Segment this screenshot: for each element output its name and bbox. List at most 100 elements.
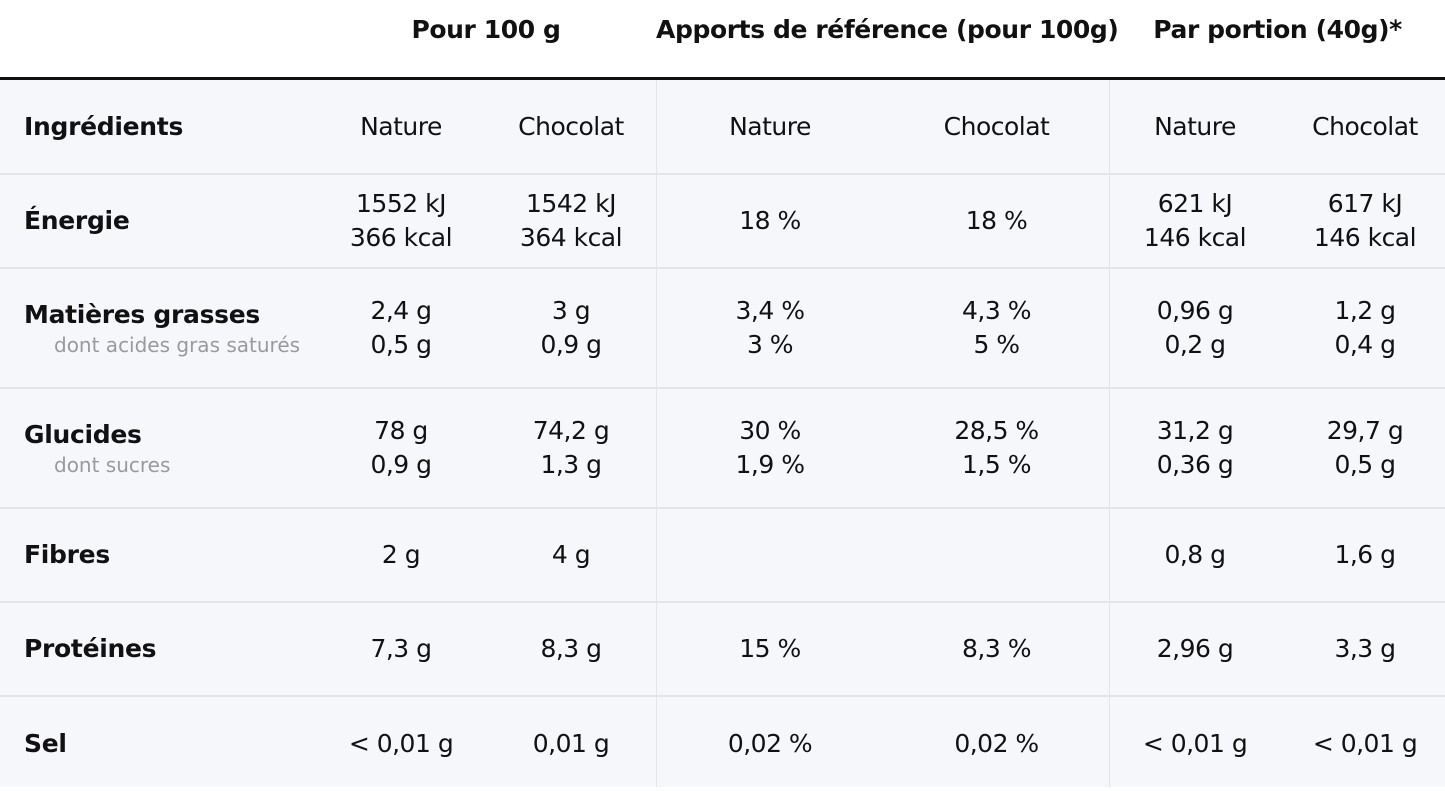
row-label: Glucides	[24, 420, 142, 449]
row-label-cell: Fibres	[24, 509, 110, 601]
value-line: 28,5 %	[954, 416, 1039, 445]
value-line: 146 kcal	[1313, 223, 1417, 252]
row-label: Matières grasses	[24, 300, 260, 329]
value-line: 0,4 g	[1334, 330, 1396, 359]
value-line: 0,5 g	[370, 330, 432, 359]
value-cell: 0,02 %	[656, 697, 884, 791]
col-header-portion-nature: Nature	[1154, 111, 1236, 141]
group-divider	[1109, 80, 1110, 787]
table-row-fibres: Fibres 2 g 4 g 0,8 g 1,6 g	[0, 509, 1445, 603]
row-sublabel: dont acides gras saturés	[54, 333, 301, 357]
value-line: 364 kcal	[519, 223, 623, 252]
col-header-ref-nature: Nature	[729, 111, 811, 141]
value-cell	[884, 509, 1109, 601]
value-cell: 30 % 1,9 %	[656, 389, 884, 507]
value-cell: 4,3 % 5 %	[884, 269, 1109, 387]
value-line: 0,02 %	[954, 729, 1039, 758]
row-label-cell: Sel	[24, 697, 67, 791]
nutrition-table	[0, 80, 1445, 787]
value-line: 1,3 g	[540, 450, 602, 479]
value-line: 2,96 g	[1156, 634, 1234, 663]
value-cell: 2 g	[316, 509, 486, 601]
row-label-cell: Matières grasses dont acides gras saturé…	[24, 269, 300, 387]
value-cell: 1542 kJ 364 kcal	[486, 175, 656, 267]
value-cell: 2,96 g	[1110, 603, 1280, 695]
table-row-matieres-grasses: Matières grasses dont acides gras saturé…	[0, 269, 1445, 389]
value-line: 0,5 g	[1334, 450, 1396, 479]
row-label: Sel	[24, 729, 67, 758]
value-line: 146 kcal	[1143, 223, 1247, 252]
value-line: 0,9 g	[370, 450, 432, 479]
value-line: 31,2 g	[1156, 416, 1234, 445]
row-label-cell: Protéines	[24, 603, 157, 695]
value-line: 366 kcal	[349, 223, 453, 252]
value-line: 8,3 g	[540, 634, 602, 663]
value-line: 15 %	[739, 634, 801, 663]
value-line: 74,2 g	[532, 416, 610, 445]
value-cell: 18 %	[884, 175, 1109, 267]
group-divider	[656, 80, 657, 787]
row-label: Protéines	[24, 634, 157, 663]
value-line: 0,2 g	[1164, 330, 1226, 359]
header-divider	[0, 77, 1445, 80]
table-row-sel: Sel < 0,01 g 0,01 g 0,02 % 0,02 % < 0,01…	[0, 697, 1445, 791]
value-cell: 1,2 g 0,4 g	[1280, 269, 1445, 387]
ingredients-header-cell: Ingrédients	[24, 80, 183, 173]
value-line: 3 %	[746, 330, 794, 359]
value-line: 0,01 g	[532, 729, 610, 758]
value-line: 1,5 %	[962, 450, 1031, 479]
table-row-proteines: Protéines 7,3 g 8,3 g 15 % 8,3 % 2,96 g …	[0, 603, 1445, 697]
row-label: Fibres	[24, 540, 110, 569]
value-line: 1,9 %	[735, 450, 805, 479]
value-cell: < 0,01 g	[1280, 697, 1445, 791]
value-cell: 29,7 g 0,5 g	[1280, 389, 1445, 507]
value-cell: 621 kJ 146 kcal	[1110, 175, 1280, 267]
value-line: 0,02 %	[727, 729, 813, 758]
value-line: 5 %	[973, 330, 1020, 359]
value-cell: 8,3 g	[486, 603, 656, 695]
value-line: 2 g	[381, 540, 421, 569]
value-line: 29,7 g	[1326, 416, 1404, 445]
col-header-per100-chocolat: Chocolat	[518, 111, 624, 141]
column-header-row: Ingrédients Nature Chocolat Nature Choco…	[0, 80, 1445, 175]
value-line: 18 %	[965, 206, 1028, 235]
value-line: 3,4 %	[735, 296, 805, 325]
value-cell	[656, 509, 884, 601]
value-cell: 0,8 g	[1110, 509, 1280, 601]
value-line: < 0,01 g	[348, 729, 454, 758]
value-cell: 0,01 g	[486, 697, 656, 791]
value-line: 1552 kJ	[356, 189, 446, 218]
value-line: 1,6 g	[1334, 540, 1396, 569]
value-cell: 0,02 %	[884, 697, 1109, 791]
row-label-cell: Énergie	[24, 175, 130, 267]
value-cell: 3 g 0,9 g	[486, 269, 656, 387]
row-sublabel: dont sucres	[54, 453, 171, 477]
value-line: 8,3 %	[962, 634, 1031, 663]
value-cell: 8,3 %	[884, 603, 1109, 695]
value-line: < 0,01 g	[1142, 729, 1248, 758]
value-cell: 0,96 g 0,2 g	[1110, 269, 1280, 387]
value-cell: 1,6 g	[1280, 509, 1445, 601]
value-line: 7,3 g	[370, 634, 432, 663]
value-cell: 4 g	[486, 509, 656, 601]
value-line: 617 kJ	[1327, 189, 1403, 218]
value-line: 0,96 g	[1156, 296, 1234, 325]
group-title-per-portion: Par portion (40g)*	[1153, 15, 1402, 44]
value-line: 2,4 g	[370, 296, 432, 325]
value-line: 0,9 g	[540, 330, 602, 359]
value-line: 0,8 g	[1164, 540, 1226, 569]
value-cell: < 0,01 g	[316, 697, 486, 791]
value-line: 1542 kJ	[526, 189, 616, 218]
table-row-glucides: Glucides dont sucres 78 g 0,9 g 74,2 g 1,3…	[0, 389, 1445, 509]
value-cell: 1552 kJ 366 kcal	[316, 175, 486, 267]
value-line: 1,2 g	[1334, 296, 1396, 325]
col-header-per100-nature: Nature	[360, 111, 442, 141]
value-cell: 31,2 g 0,36 g	[1110, 389, 1280, 507]
value-cell: < 0,01 g	[1110, 697, 1280, 791]
value-line: 3,3 g	[1334, 634, 1396, 663]
value-line: 4,3 %	[962, 296, 1031, 325]
group-title-per-100g: Pour 100 g	[411, 15, 561, 44]
value-line: 0,36 g	[1156, 450, 1234, 479]
value-line: 18 %	[739, 206, 801, 235]
group-header: Pour 100 g Apports de référence (pour 10…	[0, 0, 1445, 78]
